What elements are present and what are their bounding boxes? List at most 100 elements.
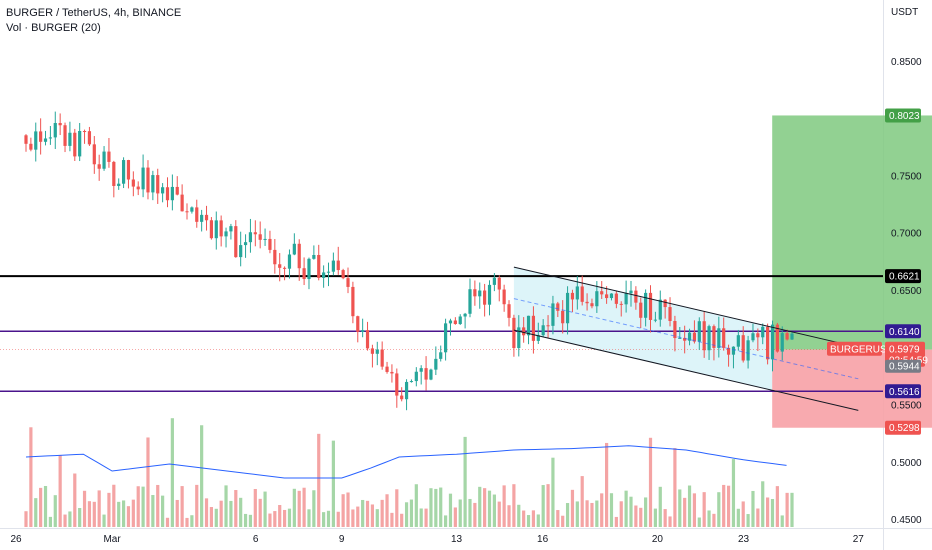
candle — [429, 368, 433, 381]
candle-body — [624, 293, 628, 305]
candle — [292, 233, 296, 256]
candle-body — [556, 303, 560, 311]
candle — [453, 317, 457, 325]
candle — [146, 160, 150, 200]
candle-body — [29, 143, 33, 150]
candle-body — [39, 131, 43, 142]
candle — [770, 320, 775, 372]
candle — [790, 332, 794, 340]
volume-bar — [92, 501, 96, 527]
volume-legend[interactable]: Vol · BURGER (20) — [6, 22, 101, 34]
candle-body — [43, 138, 48, 142]
x-tick-label-8: 27 — [853, 534, 865, 545]
candle-body — [380, 349, 384, 367]
candle — [487, 280, 492, 316]
candle-body — [170, 186, 174, 201]
volume-bar — [53, 495, 57, 527]
candle — [107, 137, 111, 168]
volume-bar — [443, 515, 448, 527]
candle — [468, 278, 472, 318]
volume-bar — [478, 486, 482, 527]
candle — [697, 317, 701, 350]
candle-body — [434, 358, 438, 370]
candle — [478, 282, 482, 309]
candle — [78, 122, 82, 162]
candle-body — [570, 292, 575, 300]
volume-bar — [483, 488, 487, 527]
candle-body — [146, 167, 150, 193]
candle — [175, 176, 179, 196]
volume-bar — [248, 514, 253, 527]
candle-body — [278, 264, 282, 268]
candle-body — [385, 366, 389, 372]
candle-body — [609, 293, 614, 299]
candle-body — [614, 293, 618, 304]
volume-bar — [282, 509, 287, 527]
candle — [190, 206, 194, 214]
y-tick-label-2: 0.7000 — [891, 229, 922, 240]
candle-body — [424, 368, 428, 380]
candle — [268, 230, 272, 254]
volume-bar — [346, 492, 350, 527]
volume-bar — [697, 517, 701, 527]
candle-body — [526, 315, 531, 336]
candle — [624, 280, 628, 313]
candle-body — [141, 167, 145, 190]
candle-body — [68, 132, 72, 146]
candle-body — [107, 151, 111, 162]
volume-bar — [141, 486, 145, 527]
volume-bar — [121, 500, 126, 527]
volume-bar — [258, 498, 262, 527]
volume-bar — [473, 502, 477, 527]
candle-body — [658, 299, 662, 320]
candle — [526, 315, 531, 345]
candle-body — [531, 315, 536, 341]
symbol-tag-text: BURGERUSDT — [830, 345, 900, 356]
candle-body — [448, 320, 453, 324]
volume-bar — [292, 488, 296, 527]
candle — [165, 177, 170, 208]
candle — [546, 315, 550, 339]
volume-bar — [434, 488, 438, 527]
volume-bar — [136, 486, 140, 527]
y-tick-label-0: 0.8500 — [891, 57, 922, 68]
candle — [492, 273, 496, 292]
candle-body — [653, 319, 657, 321]
candle-body — [302, 268, 306, 280]
candle — [297, 239, 301, 281]
candle-body — [736, 335, 740, 347]
candle-body — [634, 290, 638, 303]
volume-bars — [24, 418, 794, 527]
candle — [278, 253, 282, 282]
candle — [336, 246, 340, 275]
level-1-tag — [885, 324, 921, 339]
x-tick-label-5: 16 — [537, 534, 549, 545]
volume-bar — [536, 514, 540, 527]
candle — [658, 290, 662, 327]
candle-body — [331, 260, 335, 272]
candle-body — [580, 286, 584, 302]
volume-bar — [546, 484, 550, 527]
channel-midline — [513, 298, 859, 380]
volume-bar — [561, 515, 565, 527]
volume-bar — [722, 484, 726, 527]
candle-body — [414, 371, 418, 382]
candle-body — [24, 135, 28, 144]
candle — [131, 171, 135, 197]
candle-body — [180, 194, 184, 212]
candle-body — [575, 286, 579, 300]
candle — [751, 323, 755, 343]
symbol-legend[interactable]: BURGER / TetherUS, 4h, BINANCE — [6, 7, 182, 19]
candle-body — [161, 187, 165, 194]
channel-lower-line — [513, 329, 859, 411]
volume-bar — [195, 484, 199, 527]
volume-bar — [429, 488, 433, 527]
candle — [29, 137, 33, 152]
volume-bar — [707, 510, 711, 527]
candle-body — [151, 175, 155, 193]
candle-body — [131, 179, 135, 187]
candle — [736, 329, 740, 351]
volume-bar — [356, 506, 360, 527]
candle — [585, 293, 589, 311]
